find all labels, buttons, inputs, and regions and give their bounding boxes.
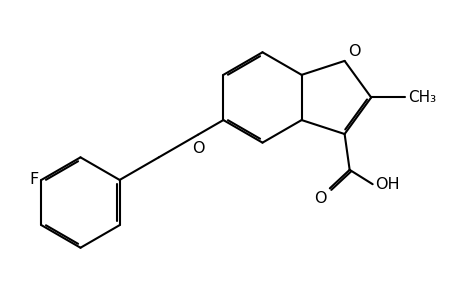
Text: OH: OH bbox=[375, 177, 399, 192]
Text: O: O bbox=[314, 190, 326, 206]
Text: F: F bbox=[29, 172, 39, 187]
Text: CH₃: CH₃ bbox=[407, 90, 435, 105]
Text: O: O bbox=[191, 141, 204, 156]
Text: O: O bbox=[347, 44, 360, 59]
